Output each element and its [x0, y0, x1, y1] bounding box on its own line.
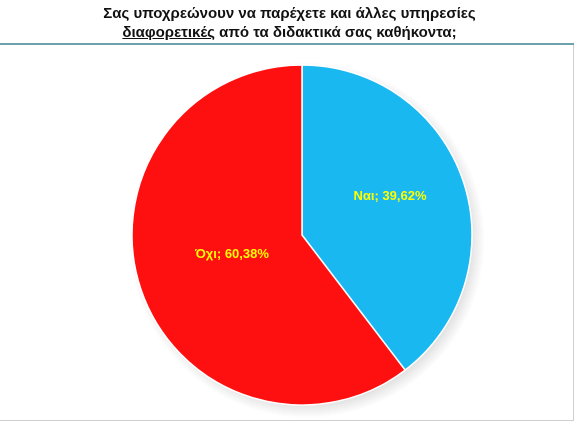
chart-title: Σας υποχρεώνουν να παρέχετε και άλλες υπ… [0, 4, 579, 42]
pie-slice-Ναι [301, 64, 473, 372]
chart-title-line2-rest: από τα διδακτικά σας καθήκοντα; [214, 24, 457, 41]
chart-title-line1: Σας υποχρεώνουν να παρέχετε και άλλες υπ… [103, 5, 476, 22]
title-divider [0, 43, 574, 45]
chart-frame [0, 45, 574, 421]
pie-slices [131, 64, 473, 406]
chart-title-line2: διαφορετικές από τα διδακτικά σας καθήκο… [0, 23, 579, 42]
pie-data-label-Ναι: Ναι; 39,62% [353, 188, 426, 203]
chart-title-emphasis: διαφορετικές [122, 24, 215, 41]
pie-slice-Όχι [131, 64, 407, 406]
pie-data-label-Όχι: Όχι; 60,38% [194, 246, 269, 261]
pie-labels: Ναι; 39,62% Όχι; 60,38% [194, 188, 427, 261]
